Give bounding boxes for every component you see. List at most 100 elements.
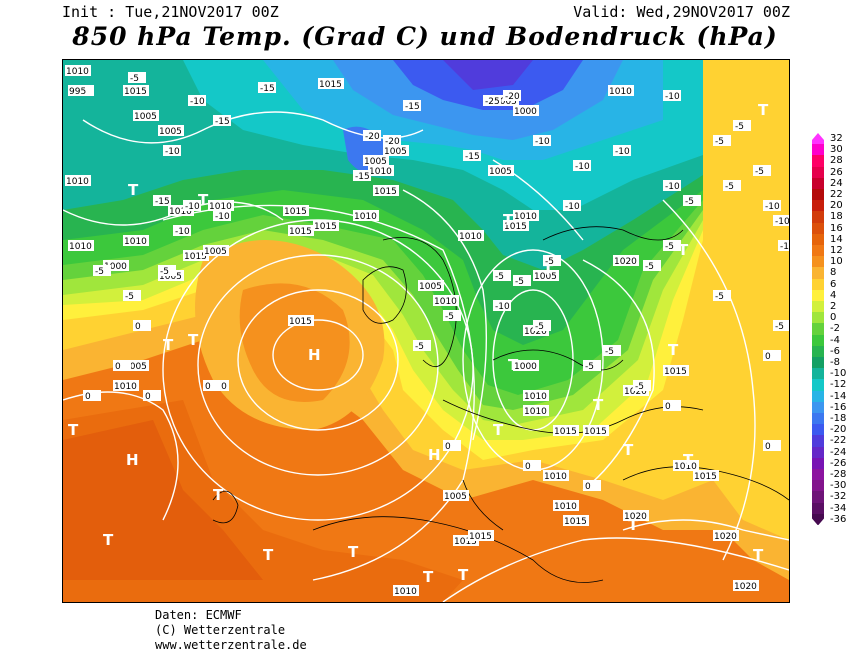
temperature-label: 0 xyxy=(525,462,531,472)
temperature-label: -10 xyxy=(615,147,630,157)
temperature-label: -15 xyxy=(155,197,170,207)
scale-color-step xyxy=(812,457,824,470)
temperature-label-box xyxy=(583,480,601,491)
temperature-label-box xyxy=(778,240,789,251)
scale-label: 12 xyxy=(830,245,843,256)
scale-color-step xyxy=(812,513,824,526)
pressure-label: 1010 xyxy=(209,202,232,212)
pressure-label-box xyxy=(513,210,539,221)
pressure-label-box xyxy=(418,280,444,291)
temperature-label: -10 xyxy=(185,202,200,212)
temp-field-14 xyxy=(63,420,263,580)
pressure-label: 995 xyxy=(69,87,86,97)
pressure-label: 1010 xyxy=(169,207,192,217)
scale-label: 0 xyxy=(830,312,837,324)
scale-color-step xyxy=(812,301,824,313)
valid-time-label: Valid: Wed,29NOV2017 00Z xyxy=(573,3,790,21)
temperature-label-box xyxy=(513,275,531,286)
pressure-label-box xyxy=(65,65,91,76)
footer-copyright: (C) Wetterzentrale xyxy=(155,623,286,637)
pressure-label: 1010 xyxy=(66,67,89,77)
pressure-label: 1020 xyxy=(714,532,737,542)
scale-color-step xyxy=(812,155,824,168)
scale-color-step xyxy=(812,222,824,235)
scale-color-step xyxy=(812,211,824,224)
temperature-label-box xyxy=(123,290,141,301)
pressure-label-box xyxy=(608,85,634,96)
pressure-label: 1005 xyxy=(444,492,467,502)
temperature-label: 0 xyxy=(445,442,451,452)
pressure-label-box xyxy=(523,405,549,416)
pressure-label: 1005 xyxy=(364,157,387,167)
pressure-label-box xyxy=(113,380,139,391)
temperature-label: -15 xyxy=(465,152,480,162)
low-pressure-symbol: T xyxy=(163,336,174,354)
temperature-label-box xyxy=(158,265,176,276)
temperature-label-box xyxy=(183,200,201,211)
pressure-label: 1010 xyxy=(66,177,89,187)
scale-label: 22 xyxy=(830,189,843,200)
pressure-label-box xyxy=(353,210,379,221)
pressure-label: 1005 xyxy=(489,167,512,177)
high-pressure-symbol: H xyxy=(126,451,139,469)
scale-color-step xyxy=(812,491,824,504)
scale-color-step xyxy=(812,435,824,448)
temperature-label-box xyxy=(153,195,171,206)
pressure-label-box xyxy=(208,200,234,211)
pressure-label-box xyxy=(318,78,344,89)
scale-label: 26 xyxy=(830,166,843,178)
scale-color-step xyxy=(812,245,824,257)
pressure-label-box xyxy=(453,535,479,546)
scale-color-step xyxy=(812,166,824,179)
map-canvas: 1010101510151010100510101010101510151010… xyxy=(63,60,789,602)
low-pressure-symbol: T xyxy=(213,486,224,504)
temperature-label: -5 xyxy=(755,167,764,177)
temperature-label-box xyxy=(723,180,741,191)
pressure-label-box xyxy=(623,510,649,521)
temperature-label-box xyxy=(573,160,591,171)
temperature-label-box xyxy=(753,165,771,176)
scale-label: -28 xyxy=(830,469,847,480)
temperature-label: -10 xyxy=(175,227,190,237)
scale-label: 6 xyxy=(830,278,837,290)
temperature-label: -5 xyxy=(685,197,694,207)
temperature-label: -5 xyxy=(130,74,139,84)
temperature-label-box xyxy=(733,120,751,131)
pressure-label: 1005 xyxy=(204,247,227,257)
low-pressure-symbol: T xyxy=(458,566,469,584)
low-pressure-symbol: T xyxy=(758,101,769,119)
scale-label: -14 xyxy=(830,390,847,402)
temperature-label: -5 xyxy=(495,272,504,282)
temperature-label: -15 xyxy=(405,102,420,112)
high-pressure-symbol: H xyxy=(308,346,321,364)
pressure-label-box xyxy=(123,235,149,246)
temperature-label: -20 xyxy=(505,92,520,102)
scale-color-step xyxy=(812,289,824,302)
temperature-label-box xyxy=(633,380,651,391)
low-pressure-symbol: T xyxy=(423,568,434,586)
temperature-label-box xyxy=(173,225,191,236)
pressure-label-box xyxy=(68,240,94,251)
scale-color-step xyxy=(812,390,824,403)
temperature-label: -10 xyxy=(765,202,780,212)
pressure-label-box xyxy=(468,530,494,541)
pressure-label-box xyxy=(283,205,309,216)
temperature-label: -5 xyxy=(125,292,134,302)
pressure-label-box xyxy=(713,530,739,541)
scale-label: -8 xyxy=(830,357,840,368)
pressure-label: 1010 xyxy=(524,407,547,417)
pressure-labels: 1010101510151010100510101010101510151010… xyxy=(65,65,759,597)
temperature-label: -5 xyxy=(715,137,724,147)
pressure-label: 1015 xyxy=(554,427,577,437)
temperature-color-scale xyxy=(812,133,824,526)
pressure-label: 1015 xyxy=(319,80,342,90)
pressure-label-box xyxy=(663,365,689,376)
scale-color-step xyxy=(812,480,824,492)
temperature-label: -5 xyxy=(735,122,744,132)
scale-color-step xyxy=(812,424,824,436)
low-pressure-symbol: T xyxy=(683,451,694,469)
pressure-label-box xyxy=(183,250,209,261)
temp-field-high-inner xyxy=(239,283,350,402)
temperature-label-box xyxy=(133,320,151,331)
temperature-label-box xyxy=(763,350,781,361)
